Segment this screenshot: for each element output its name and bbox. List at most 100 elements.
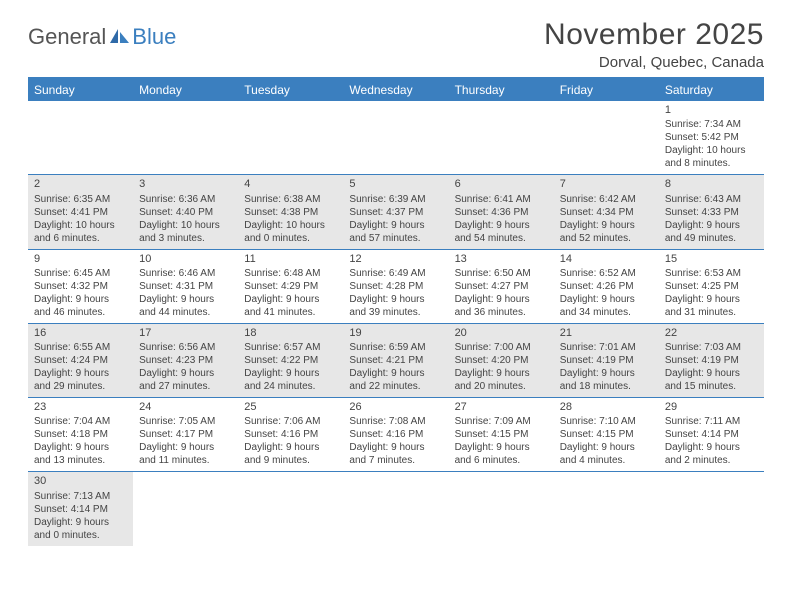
- sunset-text: Sunset: 4:36 PM: [455, 206, 548, 219]
- weekday-header: Thursday: [449, 79, 554, 101]
- daylight-text: Daylight: 9 hours and 41 minutes.: [244, 293, 337, 319]
- calendar-cell-empty: [449, 101, 554, 175]
- sunset-text: Sunset: 4:19 PM: [560, 354, 653, 367]
- calendar-cell: 26Sunrise: 7:08 AMSunset: 4:16 PMDayligh…: [343, 398, 448, 472]
- logo-text-blue: Blue: [132, 24, 176, 50]
- calendar-cell: 14Sunrise: 6:52 AMSunset: 4:26 PMDayligh…: [554, 249, 659, 323]
- sunset-text: Sunset: 4:38 PM: [244, 206, 337, 219]
- day-number: 12: [349, 252, 442, 266]
- daylight-text: Daylight: 9 hours and 36 minutes.: [455, 293, 548, 319]
- sunset-text: Sunset: 4:27 PM: [455, 280, 548, 293]
- daylight-text: Daylight: 9 hours and 6 minutes.: [455, 441, 548, 467]
- sunrise-text: Sunrise: 6:35 AM: [34, 193, 127, 206]
- sunrise-text: Sunrise: 6:50 AM: [455, 267, 548, 280]
- sunrise-text: Sunrise: 7:11 AM: [665, 415, 758, 428]
- sunrise-text: Sunrise: 7:34 AM: [665, 118, 758, 131]
- logo-text-general: General: [28, 24, 106, 50]
- sunrise-text: Sunrise: 6:55 AM: [34, 341, 127, 354]
- sunrise-text: Sunrise: 6:45 AM: [34, 267, 127, 280]
- day-number: 29: [665, 400, 758, 414]
- day-number: 18: [244, 326, 337, 340]
- day-number: 30: [34, 474, 127, 488]
- calendar-cell: 15Sunrise: 6:53 AMSunset: 4:25 PMDayligh…: [659, 249, 764, 323]
- day-number: 14: [560, 252, 653, 266]
- weekday-header: Saturday: [659, 79, 764, 101]
- sunrise-text: Sunrise: 6:41 AM: [455, 193, 548, 206]
- calendar-cell: 1Sunrise: 7:34 AMSunset: 5:42 PMDaylight…: [659, 101, 764, 175]
- title-block: November 2025 Dorval, Quebec, Canada: [544, 18, 764, 71]
- day-number: 9: [34, 252, 127, 266]
- daylight-text: Daylight: 9 hours and 7 minutes.: [349, 441, 442, 467]
- sunset-text: Sunset: 4:41 PM: [34, 206, 127, 219]
- calendar-cell: 28Sunrise: 7:10 AMSunset: 4:15 PMDayligh…: [554, 398, 659, 472]
- daylight-text: Daylight: 9 hours and 34 minutes.: [560, 293, 653, 319]
- calendar-row: 23Sunrise: 7:04 AMSunset: 4:18 PMDayligh…: [28, 398, 764, 472]
- page-title: November 2025: [544, 18, 764, 52]
- calendar-cell-empty: [659, 472, 764, 546]
- day-number: 3: [139, 177, 232, 191]
- sunrise-text: Sunrise: 6:56 AM: [139, 341, 232, 354]
- sunset-text: Sunset: 4:20 PM: [455, 354, 548, 367]
- calendar-cell-empty: [238, 472, 343, 546]
- calendar-cell: 21Sunrise: 7:01 AMSunset: 4:19 PMDayligh…: [554, 323, 659, 397]
- weekday-header: Monday: [133, 79, 238, 101]
- calendar-row: 9Sunrise: 6:45 AMSunset: 4:32 PMDaylight…: [28, 249, 764, 323]
- sunset-text: Sunset: 4:26 PM: [560, 280, 653, 293]
- sunset-text: Sunset: 4:37 PM: [349, 206, 442, 219]
- day-number: 8: [665, 177, 758, 191]
- day-number: 21: [560, 326, 653, 340]
- sunrise-text: Sunrise: 7:13 AM: [34, 490, 127, 503]
- day-number: 17: [139, 326, 232, 340]
- day-number: 24: [139, 400, 232, 414]
- daylight-text: Daylight: 9 hours and 31 minutes.: [665, 293, 758, 319]
- calendar-cell: 6Sunrise: 6:41 AMSunset: 4:36 PMDaylight…: [449, 175, 554, 249]
- sunrise-text: Sunrise: 7:10 AM: [560, 415, 653, 428]
- sunset-text: Sunset: 4:19 PM: [665, 354, 758, 367]
- sunset-text: Sunset: 4:32 PM: [34, 280, 127, 293]
- calendar-cell: 13Sunrise: 6:50 AMSunset: 4:27 PMDayligh…: [449, 249, 554, 323]
- daylight-text: Daylight: 9 hours and 15 minutes.: [665, 367, 758, 393]
- daylight-text: Daylight: 10 hours and 0 minutes.: [244, 219, 337, 245]
- calendar-cell: 19Sunrise: 6:59 AMSunset: 4:21 PMDayligh…: [343, 323, 448, 397]
- sunset-text: Sunset: 4:14 PM: [665, 428, 758, 441]
- sunset-text: Sunset: 4:24 PM: [34, 354, 127, 367]
- daylight-text: Daylight: 9 hours and 46 minutes.: [34, 293, 127, 319]
- day-number: 15: [665, 252, 758, 266]
- day-number: 22: [665, 326, 758, 340]
- daylight-text: Daylight: 10 hours and 3 minutes.: [139, 219, 232, 245]
- sunset-text: Sunset: 4:31 PM: [139, 280, 232, 293]
- day-number: 1: [665, 103, 758, 117]
- sunset-text: Sunset: 4:22 PM: [244, 354, 337, 367]
- calendar-cell: 24Sunrise: 7:05 AMSunset: 4:17 PMDayligh…: [133, 398, 238, 472]
- sunrise-text: Sunrise: 7:06 AM: [244, 415, 337, 428]
- calendar-row: 1Sunrise: 7:34 AMSunset: 5:42 PMDaylight…: [28, 101, 764, 175]
- calendar-cell-empty: [554, 472, 659, 546]
- day-number: 19: [349, 326, 442, 340]
- calendar-cell-empty: [133, 101, 238, 175]
- sunrise-text: Sunrise: 7:03 AM: [665, 341, 758, 354]
- daylight-text: Daylight: 9 hours and 13 minutes.: [34, 441, 127, 467]
- daylight-text: Daylight: 9 hours and 0 minutes.: [34, 516, 127, 542]
- weekday-header: Wednesday: [343, 79, 448, 101]
- calendar-cell: 12Sunrise: 6:49 AMSunset: 4:28 PMDayligh…: [343, 249, 448, 323]
- calendar-cell: 16Sunrise: 6:55 AMSunset: 4:24 PMDayligh…: [28, 323, 133, 397]
- calendar-cell: 7Sunrise: 6:42 AMSunset: 4:34 PMDaylight…: [554, 175, 659, 249]
- day-number: 5: [349, 177, 442, 191]
- sunset-text: Sunset: 4:18 PM: [34, 428, 127, 441]
- calendar-cell: 4Sunrise: 6:38 AMSunset: 4:38 PMDaylight…: [238, 175, 343, 249]
- day-number: 11: [244, 252, 337, 266]
- daylight-text: Daylight: 9 hours and 27 minutes.: [139, 367, 232, 393]
- sail-icon: [108, 27, 130, 45]
- sunrise-text: Sunrise: 6:43 AM: [665, 193, 758, 206]
- sunset-text: Sunset: 5:42 PM: [665, 131, 758, 144]
- day-number: 25: [244, 400, 337, 414]
- daylight-text: Daylight: 9 hours and 52 minutes.: [560, 219, 653, 245]
- logo: General Blue: [28, 24, 176, 50]
- sunset-text: Sunset: 4:34 PM: [560, 206, 653, 219]
- sunrise-text: Sunrise: 7:04 AM: [34, 415, 127, 428]
- calendar-cell: 17Sunrise: 6:56 AMSunset: 4:23 PMDayligh…: [133, 323, 238, 397]
- sunset-text: Sunset: 4:29 PM: [244, 280, 337, 293]
- daylight-text: Daylight: 9 hours and 18 minutes.: [560, 367, 653, 393]
- daylight-text: Daylight: 9 hours and 2 minutes.: [665, 441, 758, 467]
- daylight-text: Daylight: 9 hours and 11 minutes.: [139, 441, 232, 467]
